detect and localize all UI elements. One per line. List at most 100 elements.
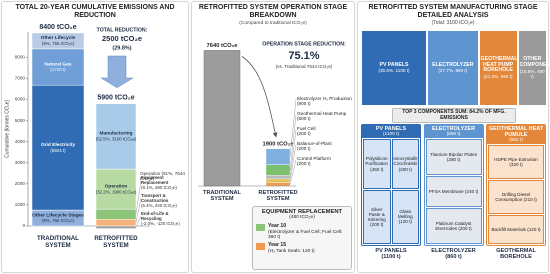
segment-label: Natural Gas [45, 61, 72, 67]
segment-label: Other Lifecycle Stages [32, 212, 84, 218]
cell-label: PV PANELS [379, 61, 409, 68]
column-title: PV PANELS [375, 126, 407, 132]
y-tick-label: 6000 [15, 97, 26, 102]
cell-label: OTHER COMPONENTS [519, 56, 550, 68]
segment-label: Manufacturing [99, 131, 132, 137]
segment-label: Grid Electricity [41, 142, 75, 148]
segment-label: Electrolyzer H₂ Production [297, 96, 352, 101]
total-label: 8400 tCO₂e [39, 24, 76, 31]
segment-label: Fuel Cell [297, 126, 316, 131]
y-tick-label: 5000 [15, 118, 26, 123]
segment-value: (-2.0%, -120 tCO₂e) [141, 220, 180, 226]
outside-label: End-of-Life & Recycling (-2.0%, -120 tCO₂… [141, 211, 188, 227]
y-tick-label: 4000 [15, 139, 26, 144]
panel-title: RETROFITTED SYSTEM OPERATION STAGE BREAK… [198, 4, 348, 19]
leader-line [289, 159, 297, 185]
column: ELECTROLYZER (860 t) Titanium Bipolar Plat… [423, 124, 484, 246]
legend-swatch [256, 243, 265, 251]
legend-detail: (H₂ Tank Seals: 120 t) [268, 249, 315, 255]
footer-title: PV PANELS [375, 248, 407, 254]
panel-subtitle: (Compared to traditional tCO₂e) [239, 21, 307, 26]
column-footer: ELECTROLYZER (860 t) [424, 248, 484, 261]
component-item: Glass Melting (120 t) [391, 189, 419, 244]
category-label: TRADITIONAL SYSTEM [37, 235, 79, 249]
leader-line [135, 215, 142, 228]
leader-line [289, 144, 297, 181]
segment-callout: Geothermal Heat Pump (600 t) [297, 111, 353, 122]
segment-label: Geothermal Heat Pump [297, 111, 347, 116]
column-body: Titanium Bipolar Plates (280 t) PFSA Memb… [425, 138, 483, 245]
outside-label: Transport & Construction (5.4%, 320 tCO₂e… [141, 193, 188, 209]
segment-value: (9%, 756 tCO₂e) [42, 218, 75, 223]
reduction-percent: (29.8%) [112, 45, 131, 51]
column-header: GEOTHERMAL HEAT PUMULE (650 t) [487, 125, 545, 145]
segment-value: (200 t) [297, 146, 311, 152]
column-title: ELECTROLYZER [432, 126, 475, 132]
column-footer: GEOTHERMAL BOREHOLE [486, 248, 546, 261]
segment-label: Transport & Construction [141, 193, 169, 203]
segment-value: (1720 t) [50, 67, 66, 72]
segment-label: Equipment Replacement [141, 175, 169, 185]
reduction-arrow [241, 56, 278, 138]
column-footer: PV PANELS (1100 t) [361, 248, 421, 261]
leader-line [135, 179, 142, 215]
y-tick-label: 8000 [15, 55, 26, 60]
bar-segment [31, 84, 85, 211]
component-item: Silver Paste & Sintering (200 t) [363, 189, 391, 244]
bar-segment [265, 175, 291, 180]
replacement-title: EQUIPMENT REPLACEMENT [261, 209, 343, 215]
bar-segment [95, 168, 137, 210]
bar-label: 7640 tCO₂e [207, 43, 239, 49]
bar-segment [31, 32, 85, 50]
segment-label: Operation [105, 183, 128, 189]
y-tick-label: 3000 [15, 160, 26, 165]
column-value: (860 t) [446, 132, 461, 138]
bar [203, 50, 241, 187]
outside-label: Equipment Replacement (8.1%, 480 tCO₂e) [141, 175, 188, 191]
component-item: Drilling Diesel Consumption (210 t) [488, 180, 544, 215]
footer-value: (1100 t) [381, 254, 401, 261]
bar-segment [95, 208, 137, 220]
segment-value: (200 t) [297, 131, 311, 137]
panel-title: RETROFITTED SYSTEM MANUFACTURING STAGE D… [368, 4, 538, 19]
bar-segment [95, 225, 137, 229]
component-item: Titanium Bipolar Plates (280 t) [425, 139, 482, 176]
legend-text: Year 10 (Electrolyzer & Fuel Cell; Fuel C… [268, 222, 348, 241]
leader-line [135, 197, 142, 223]
legend-swatch [256, 223, 265, 231]
y-tick-label: 2000 [15, 181, 26, 186]
segment-callout: Balance-of-Plant (200 t) [297, 141, 353, 152]
segment-value: (5924 t) [50, 148, 66, 153]
reduction-label: OPERATION STAGE REDUCTION: [262, 41, 346, 47]
bar-segment [95, 219, 137, 227]
component-item: Monocrystalline Czochralski (200 t) [391, 139, 419, 189]
replacement-box: EQUIPMENT REPLACEMENT (480 tCO₂e) Year 10(… [252, 206, 352, 270]
reduction-value: 75.1% [288, 50, 319, 62]
segment-label: End-of-Life & Recycling [141, 211, 169, 221]
total-label: 5900 tCO₂e [97, 95, 134, 102]
segment-value: (900 t) [297, 101, 311, 107]
segment-callout: Fuel Cell (200 t) [297, 126, 353, 137]
treemap-cell: GEOTHERMAL HEAT PUMP BOREHOLE (21.0%, 650… [478, 30, 518, 106]
segment-label: Other Lifecycle [41, 35, 76, 41]
column: PV PANELS (1100 t) Polysilicon Purificatio… [361, 124, 421, 246]
column: GEOTHERMAL HEAT PUMULE (650 t) HDPE Pipe E… [486, 124, 546, 246]
component-item: Polysilicon Purification (450 t) [363, 139, 391, 189]
legend-label: Year 15 [268, 242, 287, 249]
segment-value: (5.4%, 320 tCO₂e) [141, 202, 177, 208]
column-value: (650 t) [509, 138, 523, 144]
segment-value: (52.5%, 3100 tCO₂e) [96, 137, 137, 142]
y-axis-label: Cumulative [tonnes CO₂e] [4, 99, 10, 157]
replacement-item: Year 15 (H₂ Tank Seals: 120 t) [256, 243, 348, 254]
y-tick-label: 7000 [15, 76, 26, 81]
note: Operation (91%, 7644 tCO₂e) [140, 171, 185, 182]
cell-value: (15.8%, 490 t) [519, 68, 545, 79]
bar-segment [265, 164, 291, 176]
panel-title: TOTAL 20-YEAR CUMULATIVE EMISSIONS AND R… [15, 4, 175, 19]
segment-callout: Electrolyzer H₂ Production (900 t) [297, 96, 353, 107]
treemap-cell: OTHER COMPONENTS(15.8%, 490 t) [517, 30, 550, 106]
legend-label: Year 10 [268, 222, 287, 229]
y-tick-label: 1000 [15, 202, 26, 207]
